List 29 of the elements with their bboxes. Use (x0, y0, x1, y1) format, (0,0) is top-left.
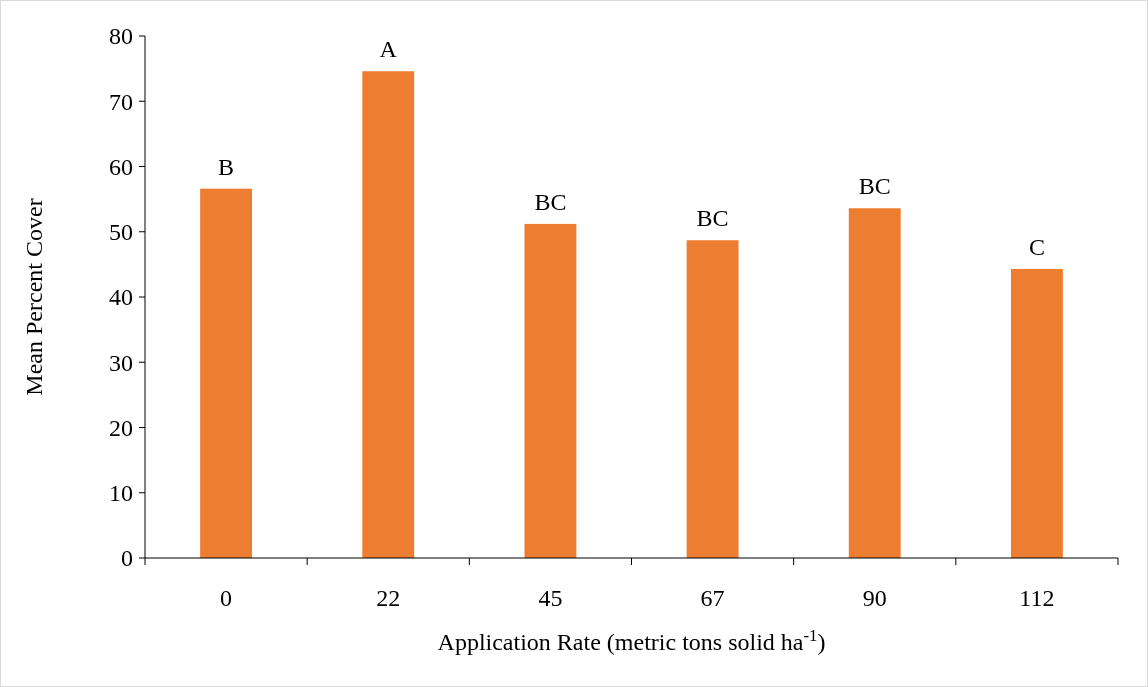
x-tick-label: 90 (862, 585, 887, 611)
bar (524, 223, 577, 558)
annotation: C (1028, 233, 1045, 260)
x-axis-title: Application Rate (metric tons solid ha$^{-1}$) (437, 625, 826, 655)
y-tick-label: 40 (109, 284, 133, 311)
y-tick-label: 60 (109, 153, 133, 180)
x-tick-label: 22 (376, 585, 401, 611)
x-tick-label: 67 (700, 585, 725, 611)
annotation: A (379, 36, 398, 63)
bar (362, 71, 415, 558)
annotation: BC (534, 188, 567, 215)
bar (848, 208, 901, 558)
bar (200, 188, 253, 558)
y-tick-label: 10 (109, 480, 133, 507)
x-tick-label: 45 (538, 585, 563, 611)
y-tick-label: 50 (109, 219, 133, 246)
annotation: BC (858, 173, 891, 200)
annotation: B (218, 153, 235, 180)
y-tick-label: 0 (121, 545, 133, 572)
y-axis-title: Mean Percent Cover (21, 198, 47, 396)
x-tick-label: 0 (220, 585, 233, 611)
y-tick-label: 20 (109, 414, 133, 441)
annotation: BC (696, 205, 729, 232)
bar (686, 240, 739, 558)
y-tick-label: 30 (109, 349, 133, 376)
y-tick-label: 80 (109, 23, 133, 50)
y-tick-label: 70 (109, 88, 133, 115)
x-tick-label: 112 (1019, 585, 1055, 611)
bar (1010, 268, 1063, 558)
